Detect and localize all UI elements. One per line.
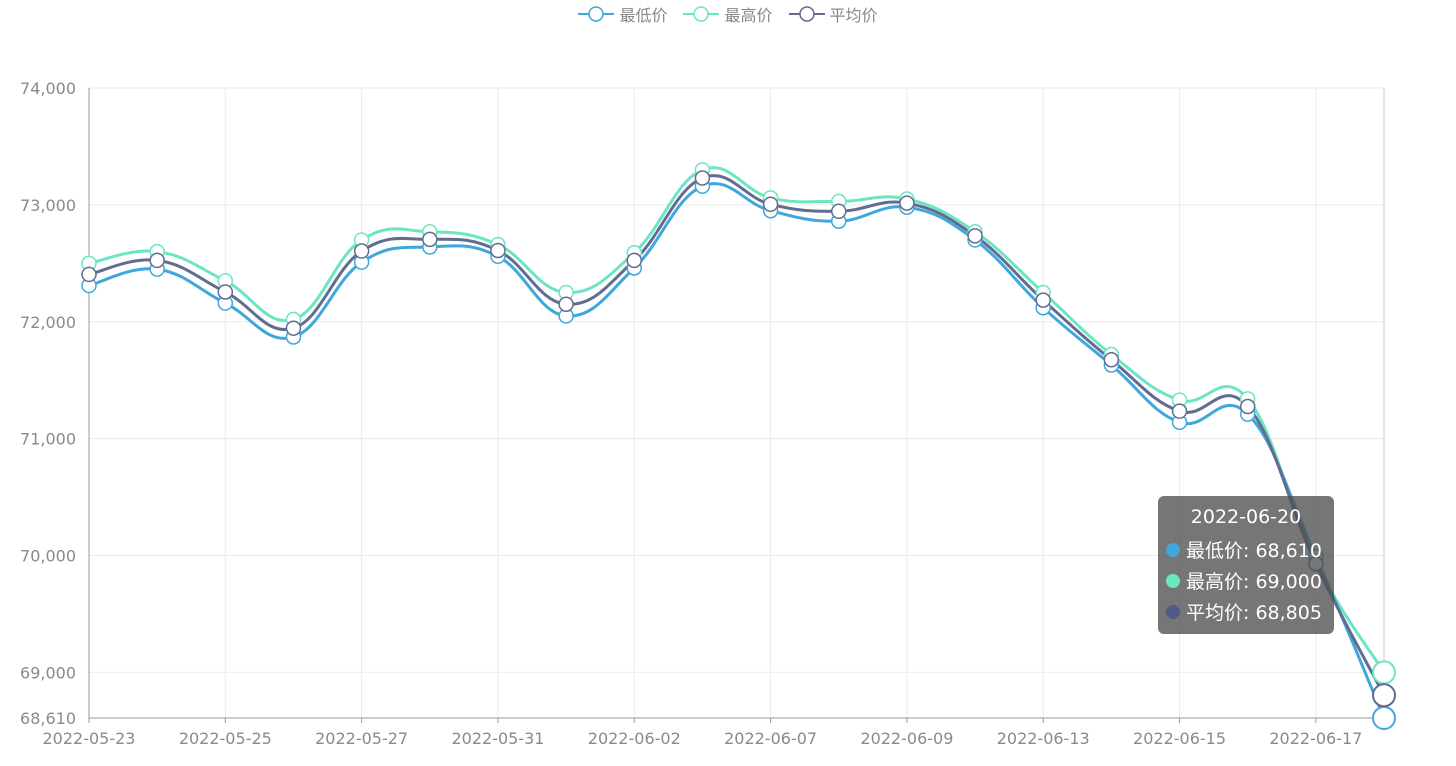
data-point-2 [694,170,711,186]
data-point-2 [1035,292,1051,308]
data-point-2 [353,243,370,259]
data-point-2 [899,195,915,211]
legend-max-icon [683,6,720,22]
y-tick-label: 69,000 [20,663,76,682]
data-point-2 [422,231,438,248]
series-line-0 [88,182,1386,719]
legend-item-avg[interactable]: 平均价 [788,2,878,26]
x-tick-label: 2022-06-17 [1269,729,1362,748]
y-tick-label: 74,000 [20,79,76,98]
tooltip-title: 2022-06-20 [1190,506,1302,528]
legend-min-icon [578,6,615,22]
tooltip-row-max: 最高价: 69,000 [1166,565,1326,596]
data-point-2 [626,252,643,269]
tooltip-row-min: 最低价: 68,610 [1166,534,1326,565]
axes: 68,610 69,000 70,000 71,000 72,000 73,000 74,0… [20,79,1385,748]
y-tick-label: 70,000 [20,547,76,566]
data-point-1 [1372,660,1396,685]
x-tick-label: 2022-05-27 [315,729,408,748]
legend-label-min: 最低价 [619,6,668,25]
data-point-2 [81,266,97,283]
data-point-2 [149,252,165,269]
tooltip-row-avg: 平均价: 68,805 [1166,596,1326,627]
x-tick-label: 2022-05-23 [43,729,136,748]
tooltip-dot-avg [1166,604,1180,619]
data-point-2 [558,296,574,312]
series-line-2 [88,174,1386,696]
legend-avg-icon [788,6,825,22]
x-tick-label: 2022-06-02 [588,729,681,748]
legend-item-min[interactable]: 最低价 [578,2,667,26]
data-point-2 [1372,683,1396,708]
data-point-2 [1103,352,1120,368]
tooltip-value-avg: 平均价: 68,805 [1186,602,1322,624]
series-points [81,162,1396,730]
tooltip-value-min: 最低价: 68,610 [1186,540,1322,562]
tooltip: 2022-06-20 最低价: 68,610 最高价: 69,000 平均价: … [1158,496,1334,634]
data-point-2 [285,320,302,336]
legend: 最低价 最高价 平均价 [0,2,1456,26]
x-tick-label: 2022-05-25 [179,729,272,748]
series-line-1 [88,166,1386,674]
data-point-2 [967,228,983,244]
x-tick-label: 2022-06-13 [997,729,1090,748]
tooltip-dot-max [1166,573,1180,588]
data-point-2 [1239,398,1256,415]
x-tick-label: 2022-06-07 [724,729,817,748]
tooltip-dot-min [1166,542,1180,557]
data-point-0 [1372,706,1396,730]
y-tick-label: 71,000 [20,430,76,449]
y-tick-label: 72,000 [20,313,76,332]
legend-item-max[interactable]: 最高价 [683,2,773,26]
x-tick-label: 2022-05-31 [451,729,544,748]
legend-label-max: 最高价 [724,6,773,25]
y-tick-label: 68,610 [20,709,76,728]
legend-label-avg: 平均价 [829,6,878,25]
series-lines [88,166,1386,719]
x-tick-label: 2022-06-09 [860,729,953,748]
y-tick-label: 73,000 [20,196,76,215]
tooltip-value-max: 最高价: 69,000 [1186,571,1322,593]
data-point-2 [1171,403,1188,419]
data-point-2 [762,196,779,213]
data-point-2 [217,284,234,300]
x-tick-label: 2022-06-15 [1133,729,1226,748]
data-point-2 [830,203,847,220]
data-point-2 [490,242,506,259]
